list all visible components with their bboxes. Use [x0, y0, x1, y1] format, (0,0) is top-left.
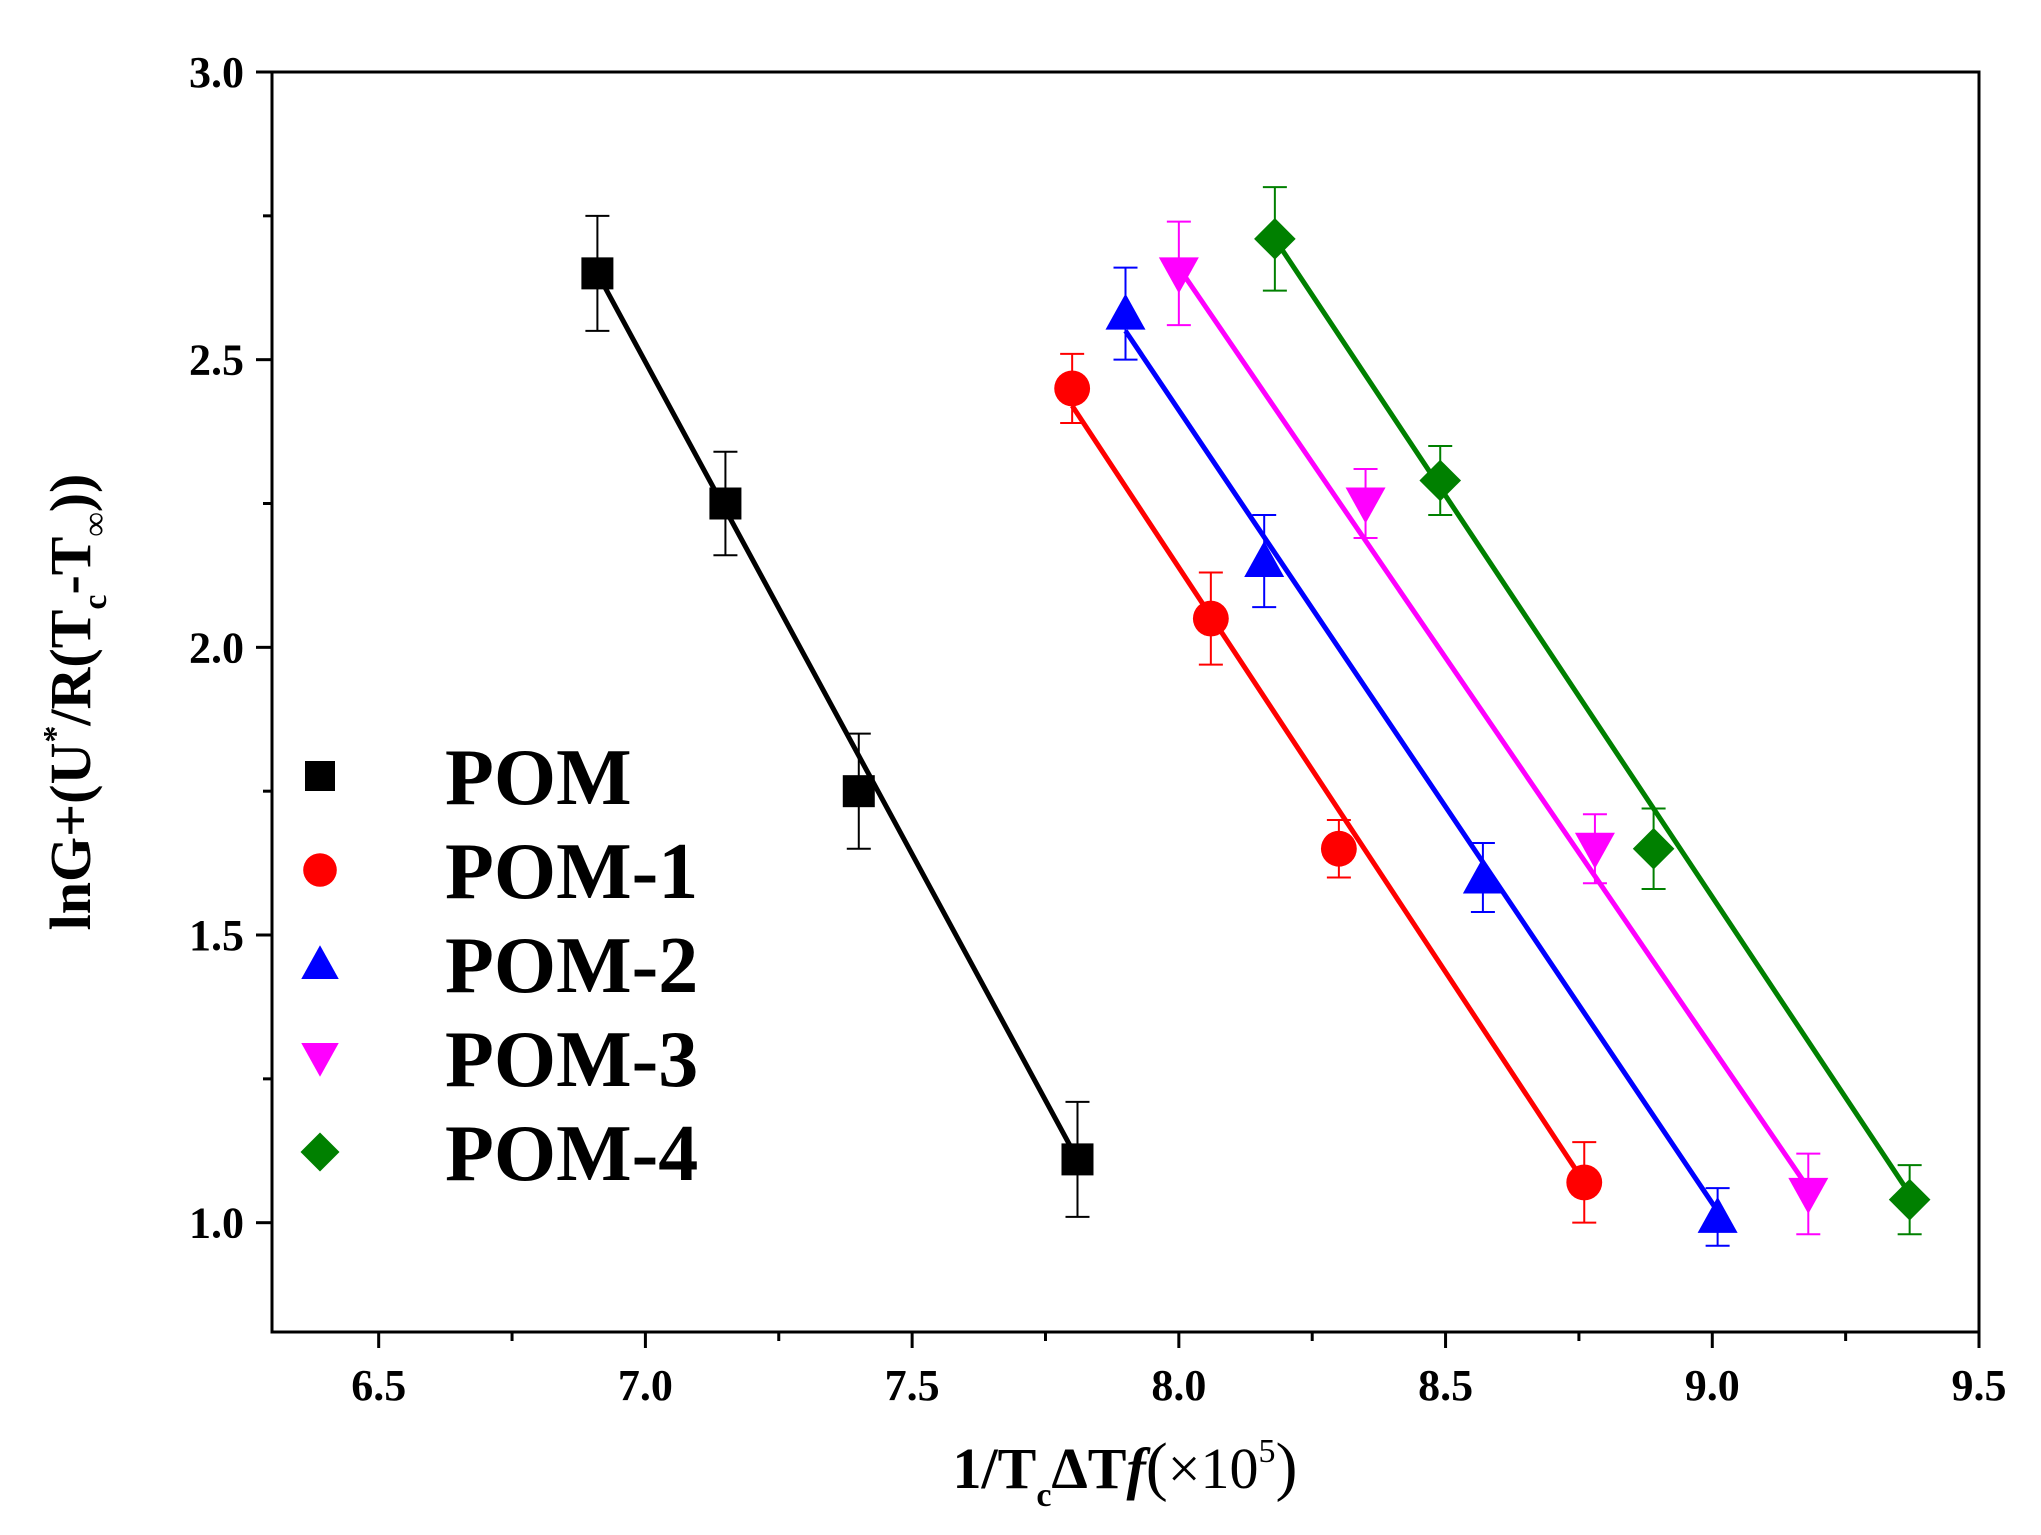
- data-point-0-3: [1061, 1143, 1094, 1176]
- data-point-0-0: [581, 257, 614, 290]
- y-tick-label-0: 1.0: [189, 1199, 244, 1248]
- data-point-4-2: [1632, 827, 1675, 870]
- y-label-sub1: c: [77, 595, 114, 610]
- data-point-4-3: [1888, 1178, 1931, 1221]
- x-tick-label-1: 7.0: [618, 1361, 673, 1410]
- x-label-open: (: [1146, 1430, 1168, 1503]
- fit-line-3: [1176, 266, 1811, 1190]
- data-point-2-3: [1697, 1196, 1738, 1233]
- data-point-3-1: [1345, 487, 1386, 524]
- data-point-3-3: [1788, 1177, 1829, 1214]
- x-tick-label-2: 7.5: [885, 1361, 940, 1410]
- fit-line-4: [1272, 237, 1912, 1196]
- fit-line-2: [1123, 329, 1720, 1213]
- fit-line-0: [595, 272, 1080, 1161]
- fit-lines-layer: [595, 237, 1912, 1213]
- data-point-0-2: [842, 775, 875, 808]
- legend-label-1: POM-1: [445, 828, 698, 916]
- legend-label-3: POM-3: [445, 1016, 698, 1104]
- y-label-sup: *: [37, 726, 74, 743]
- legend-marker-3: [301, 1043, 339, 1077]
- y-tick-label-3: 2.5: [189, 336, 244, 385]
- x-tick-label-4: 8.5: [1418, 1361, 1473, 1410]
- legend-label-0: POM: [445, 734, 632, 822]
- data-point-4-1: [1419, 459, 1462, 502]
- y-label-sub2: ∞: [77, 512, 114, 536]
- data-point-1-2: [1320, 830, 1357, 867]
- y-tick-label-1: 1.5: [189, 911, 244, 960]
- y-label-p1: lnG+(U: [38, 743, 103, 931]
- legend-label-4: POM-4: [445, 1110, 698, 1198]
- plot-frame: [270, 70, 1981, 1334]
- x-label-main: 1/T: [953, 1436, 1037, 1501]
- legend-marker-1: [303, 853, 337, 887]
- x-label-sub: c: [1036, 1477, 1051, 1514]
- y-tick-label-2: 2.0: [189, 623, 244, 672]
- x-tick-label-0: 6.5: [351, 1361, 406, 1410]
- error-bars-layer: [585, 186, 1922, 1247]
- ticks-layer: 6.5 7.0 7.5 8.0 8.5 9.0 9.5 1.0 1.5 2.0 2.5 3.0: [189, 48, 2007, 1410]
- data-point-2-1: [1244, 541, 1285, 578]
- x-label-mid: ΔT: [1051, 1436, 1126, 1501]
- data-point-2-2: [1462, 857, 1503, 894]
- x-tick-label-3: 8.0: [1151, 1361, 1206, 1410]
- y-label-p3: -T: [38, 537, 103, 595]
- x-tick-label-5: 9.0: [1685, 1361, 1740, 1410]
- y-label-p4: )): [38, 474, 103, 513]
- legend-marker-0: [305, 761, 335, 791]
- data-point-0-1: [709, 487, 742, 520]
- data-point-2-0: [1105, 293, 1146, 330]
- fit-line-1: [1070, 404, 1587, 1184]
- data-point-1-0: [1054, 370, 1091, 407]
- y-axis-label: lnG+(U*/R(Tc-T∞)): [37, 474, 114, 931]
- legend-label-2: POM-2: [445, 922, 698, 1010]
- data-point-3-0: [1158, 257, 1199, 294]
- x-label-close: ): [1276, 1430, 1298, 1503]
- y-label-p2: /R(T: [38, 610, 103, 727]
- data-point-1-1: [1192, 600, 1229, 637]
- x-tick-label-6: 9.5: [1952, 1361, 2007, 1410]
- x-label-exp: 5: [1259, 1433, 1276, 1470]
- data-point-3-2: [1574, 832, 1615, 869]
- x-axis-label: 1/TcΔTf(×105): [953, 1430, 1298, 1514]
- data-point-4-0: [1254, 218, 1296, 260]
- markers-layer: [581, 218, 1931, 1233]
- data-point-1-3: [1566, 1164, 1603, 1201]
- y-tick-label-4: 3.0: [189, 48, 244, 97]
- legend-marker-4: [300, 1132, 340, 1172]
- x-label-times: ×10: [1168, 1436, 1259, 1501]
- legend-marker-2: [301, 945, 339, 979]
